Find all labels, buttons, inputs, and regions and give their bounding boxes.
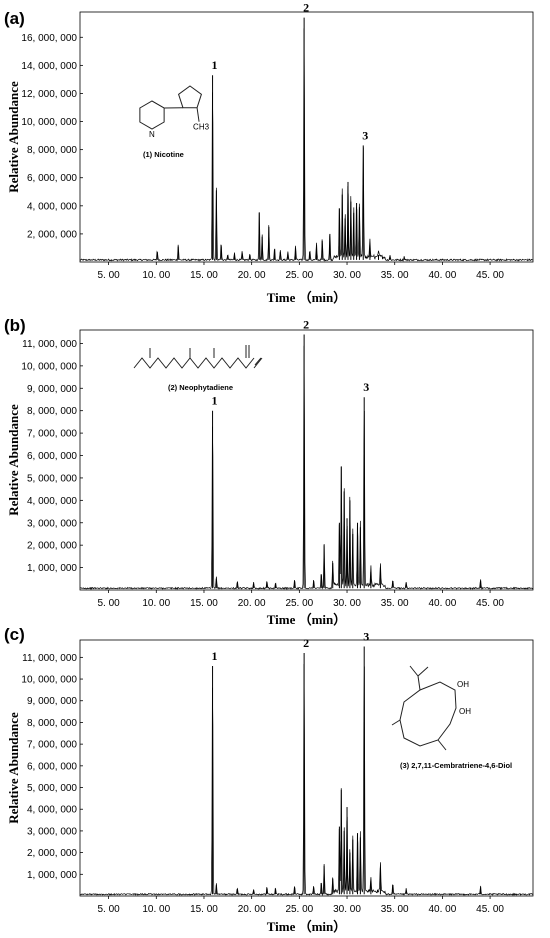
y-tick-label: 11, 000, 000 [22,653,77,664]
x-tick-label: 5. 00 [97,598,120,609]
x-tick-label: 20. 00 [238,904,266,915]
cembratriene-diol-structure: OH OH (3) 2,7,11-Cembratriene-4,6-Diol [391,665,512,770]
y-tick-label: 7, 000, 000 [27,740,77,751]
x-tick-label: 35. 00 [381,270,409,281]
chromatogram-panel-a: (a) 2, 000, 000 4, 000, 000 6, 000, 000 8, 0… [4,1,534,305]
x-tick-label: 20. 00 [238,270,266,281]
peak-number-label: 3 [363,380,369,394]
x-tick-label: 15. 00 [190,270,218,281]
x-tick-label: 15. 00 [190,904,218,915]
y-tick-label: 2, 000, 000 [27,229,77,240]
y-tick-label: 14, 000, 000 [21,61,77,72]
y-tick-label: 1, 000, 000 [27,563,77,574]
chromatogram-panel-b: (b) 1, 000, 000 2, 000, 000 3, 000, 000 4, 0… [4,316,534,627]
peak-number-label: 1 [212,649,218,663]
y-tick-label: 9, 000, 000 [27,696,77,707]
y-tick-label: 11, 000, 000 [22,339,77,350]
x-tick-label: 30. 00 [333,598,361,609]
x-tick-label: 30. 00 [333,270,361,281]
x-tick-label: 15. 00 [190,598,218,609]
y-tick-label: 1, 000, 000 [27,870,77,881]
y-tick-label: 2, 000, 000 [27,541,77,552]
panel-label: (a) [4,9,25,28]
y-tick-label: 4, 000, 000 [27,201,77,212]
x-axis-title: Time （min） [267,290,347,305]
x-tick-label: 20. 00 [238,598,266,609]
chromatogram-panel-c: (c) 1, 000, 000 2, 000, 000 3, 000, 000 4, 0… [4,625,534,934]
x-tick-label: 5. 00 [97,904,120,915]
x-tick-label: 10. 00 [142,598,170,609]
x-tick-label: 45. 00 [476,270,504,281]
neophytadiene-structure: (2) Neophytadiene [133,345,263,392]
x-tick-label: 5. 00 [97,270,120,281]
cyclopentane-ring [177,85,203,109]
y-tick-label: 10, 000, 000 [21,361,77,372]
x-tick-label: 10. 00 [142,904,170,915]
peak-number-label: 2 [303,317,309,331]
macrocycle-ring [399,681,457,747]
x-tick-label: 40. 00 [428,598,456,609]
y-tick-label: 9, 000, 000 [27,384,77,395]
chromatogram-trace [79,664,534,897]
x-tick-label: 35. 00 [381,598,409,609]
peak-number-label: 3 [362,128,368,142]
y-tick-label: 6, 000, 000 [27,173,77,184]
peak-number-label: 3 [363,630,369,644]
y-tick-label: 4, 000, 000 [27,496,77,507]
peak-number-label: 1 [212,58,218,72]
y-tick-label: 8, 000, 000 [27,145,77,156]
pyridine-ring [139,100,165,130]
hydroxyl-group-label: OH [457,680,469,689]
hydroxyl-group-label: OH [459,707,471,716]
y-tick-label: 10, 000, 000 [21,675,77,686]
y-axis-title: Relative Abundance [6,81,21,193]
y-tick-label: 10, 000, 000 [21,117,77,128]
plot-frame [79,639,534,897]
y-tick-label: 6, 000, 000 [27,761,77,772]
peak-number-label: 1 [212,394,218,408]
panel-label: (b) [4,316,26,335]
y-tick-label: 2, 000, 000 [27,848,77,859]
x-tick-label: 35. 00 [381,904,409,915]
x-tick-label: 40. 00 [428,270,456,281]
y-tick-label: 12, 000, 000 [21,89,77,100]
y-tick-label: 5, 000, 000 [27,473,77,484]
y-tick-label: 8, 000, 000 [27,406,77,417]
y-tick-label: 4, 000, 000 [27,805,77,816]
x-tick-label: 25. 00 [285,270,313,281]
y-tick-label: 7, 000, 000 [27,429,77,440]
x-tick-label: 25. 00 [285,904,313,915]
y-tick-label: 6, 000, 000 [27,451,77,462]
x-tick-label: 40. 00 [428,904,456,915]
structure-caption: (1) Nicotine [143,150,184,159]
y-tick-label: 5, 000, 000 [27,783,77,794]
y-axis-title: Relative Abundance [6,404,21,516]
chromatogram-trace [79,28,534,262]
structure-caption: (3) 2,7,11-Cembratriene-4,6-Diol [400,761,512,770]
x-tick-label: 45. 00 [476,598,504,609]
peak-number-label: 2 [303,636,309,650]
structure-caption: (2) Neophytadiene [168,383,233,392]
nicotine-structure: N CH3 (1) Nicotine [139,85,210,159]
chromatogram-trace [79,345,534,590]
x-tick-label: 10. 00 [142,270,170,281]
nitrogen-atom-label: N [149,130,155,139]
x-tick-label: 45. 00 [476,904,504,915]
plot-frame [79,11,534,263]
y-tick-label: 8, 000, 000 [27,718,77,729]
methyl-group-label: CH3 [193,123,210,132]
y-tick-label: 3, 000, 000 [27,518,77,529]
x-axis-title: Time （min） [267,612,347,627]
peak-number-label: 2 [303,1,309,15]
x-tick-label: 30. 00 [333,904,361,915]
carbon-chain [133,357,255,369]
y-axis-title: Relative Abundance [6,712,21,824]
y-tick-label: 16, 000, 000 [21,33,77,44]
panel-label: (c) [4,625,25,644]
y-tick-label: 3, 000, 000 [27,826,77,837]
plot-frame [79,329,534,591]
x-axis-title: Time （min） [267,919,347,934]
x-tick-label: 25. 00 [285,598,313,609]
